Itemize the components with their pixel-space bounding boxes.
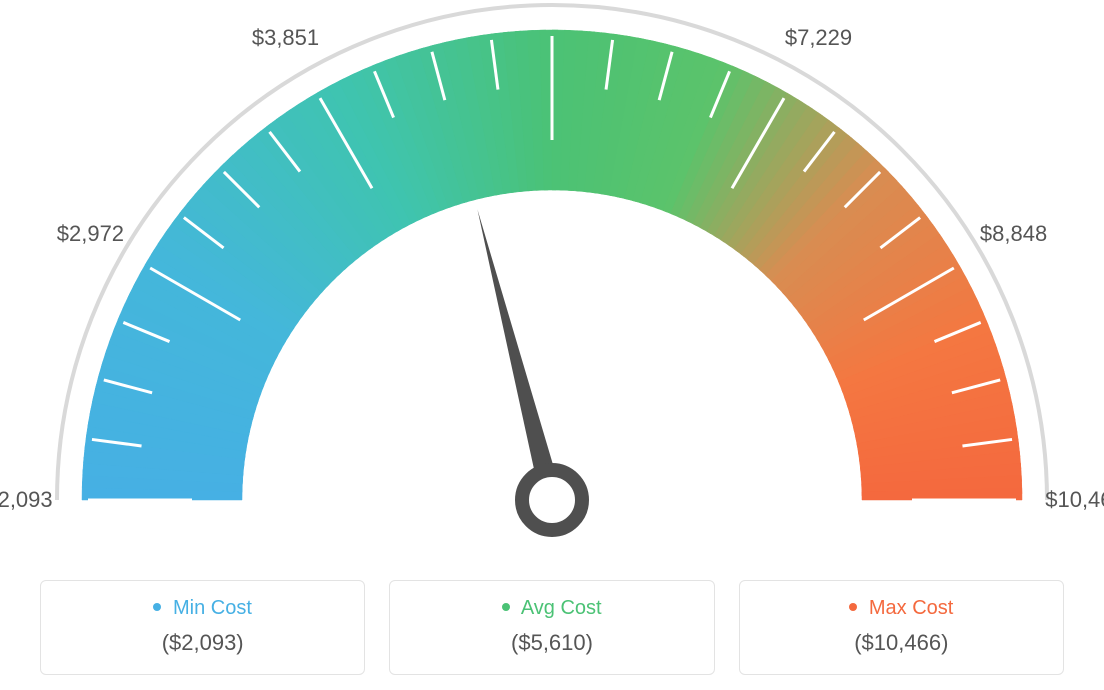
gauge-tick-label: $8,848 <box>980 221 1047 247</box>
gauge-chart: $2,093$2,972$3,851$5,610$7,229$8,848$10,… <box>0 0 1104 560</box>
gauge-tick-label: $7,229 <box>785 25 852 51</box>
gauge-tick-label: $2,093 <box>0 487 53 513</box>
legend-value-min: ($2,093) <box>51 630 354 656</box>
gauge-tick-label: $2,972 <box>57 221 124 247</box>
legend-title-text: Avg Cost <box>521 597 602 619</box>
dot-icon <box>153 603 161 611</box>
dot-icon <box>502 603 510 611</box>
gauge-svg <box>0 0 1104 560</box>
legend-value-max: ($10,466) <box>750 630 1053 656</box>
gauge-tick-label: $3,851 <box>252 25 319 51</box>
legend-title-min: Min Cost <box>51 597 354 620</box>
legend-title-max: Max Cost <box>750 597 1053 620</box>
legend-card-max: Max Cost ($10,466) <box>739 580 1064 675</box>
legend-card-min: Min Cost ($2,093) <box>40 580 365 675</box>
gauge-tick-label: $10,466 <box>1045 487 1104 513</box>
legend-title-text: Max Cost <box>869 597 953 619</box>
legend-title-avg: Avg Cost <box>400 597 703 620</box>
dot-icon <box>849 603 857 611</box>
legend-card-avg: Avg Cost ($5,610) <box>389 580 714 675</box>
legend-value-avg: ($5,610) <box>400 630 703 656</box>
legend-title-text: Min Cost <box>173 597 252 619</box>
legend-row: Min Cost ($2,093) Avg Cost ($5,610) Max … <box>0 580 1104 675</box>
